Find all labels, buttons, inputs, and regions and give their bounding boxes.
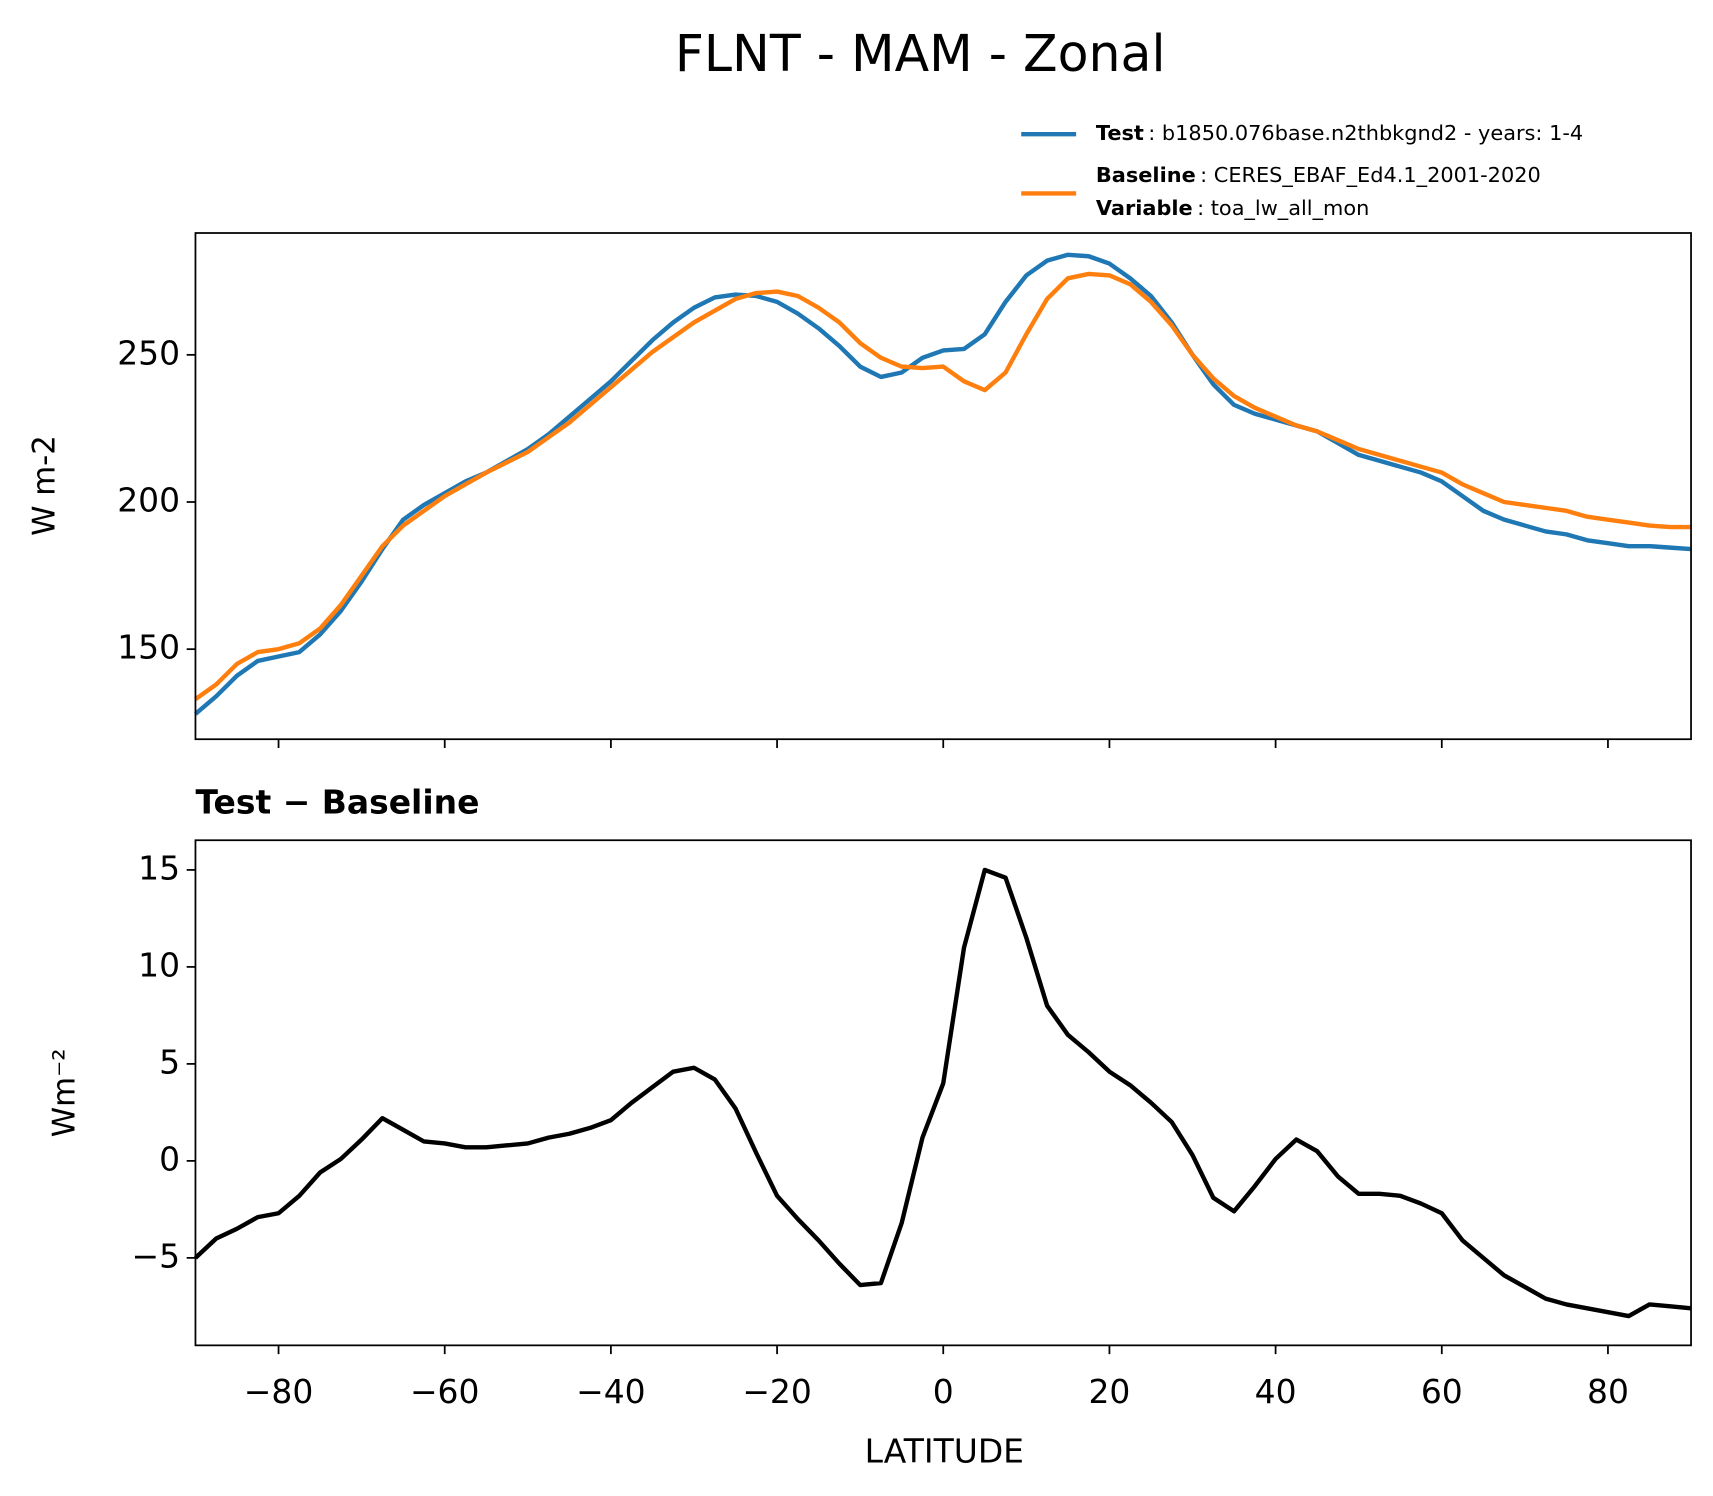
x-tick-label: −40 — [576, 1372, 646, 1411]
y-tick-label: 15 — [138, 848, 180, 887]
x-tick-label: −80 — [244, 1372, 314, 1411]
y-tick-label: −5 — [132, 1236, 181, 1275]
data-line — [194, 271, 1692, 701]
x-tick-label: 0 — [933, 1372, 954, 1411]
y-axis-label: W m-2 — [27, 435, 63, 536]
legend-label: Test: b1850.076base.n2thbkgnd2 - years: … — [1096, 121, 1583, 145]
legend-description: : CERES_EBAF_Ed4.1_2001-2020 — [1200, 163, 1541, 188]
legend-label: Baseline: CERES_EBAF_Ed4.1_2001-2020 — [1096, 163, 1541, 188]
y-axis-label: Wm⁻² — [46, 1048, 82, 1137]
legend-name: Baseline — [1096, 163, 1196, 187]
legend-name: Test — [1096, 121, 1144, 145]
x-axis-label: LATITUDE — [865, 1431, 1024, 1470]
y-tick-label: 5 — [159, 1042, 180, 1081]
x-tick-label: −60 — [410, 1372, 480, 1411]
data-line — [193, 867, 1692, 1319]
y-tick-label: 150 — [117, 628, 180, 667]
y-tick-label: 250 — [117, 333, 180, 372]
y-tick-label: 200 — [117, 481, 180, 520]
x-tick-label: 80 — [1587, 1372, 1629, 1411]
legend-description: : b1850.076base.n2thbkgnd2 - years: 1-4 — [1148, 121, 1583, 145]
x-tick-label: 40 — [1255, 1372, 1297, 1411]
x-tick-label: −20 — [742, 1372, 812, 1411]
y-tick-label: 10 — [138, 945, 180, 984]
axes-frame — [194, 232, 1692, 741]
legend-name: Variable — [1096, 196, 1193, 220]
axes-frame — [194, 839, 1692, 1347]
x-tick-label: 60 — [1421, 1372, 1463, 1411]
legend-label: Variable: toa_lw_all_mon — [1096, 196, 1369, 221]
figure-title: FLNT - MAM - Zonal — [675, 24, 1166, 83]
y-tick-label: 0 — [159, 1139, 180, 1178]
data-line — [194, 252, 1692, 716]
panel-title: Test − Baseline — [195, 783, 479, 822]
legend-description: : toa_lw_all_mon — [1197, 196, 1369, 221]
x-tick-label: 20 — [1088, 1372, 1130, 1411]
